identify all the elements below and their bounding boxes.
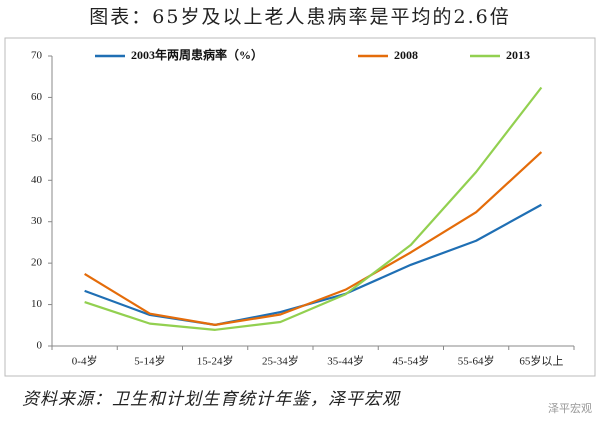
y-tick-label: 0 bbox=[37, 340, 43, 352]
y-tick-label: 10 bbox=[31, 298, 43, 310]
x-tick-label: 65岁以上 bbox=[519, 354, 563, 368]
source: 资料来源：卫生和计划生育统计年鉴，泽平宏观 bbox=[22, 390, 401, 410]
watermark: 泽平宏观 bbox=[548, 401, 592, 415]
y-tick-label: 40 bbox=[31, 174, 43, 186]
legend-label: 2013 bbox=[506, 48, 530, 62]
chart-title: 图表：65岁及以上老人患病率是平均的2.6倍 bbox=[89, 6, 510, 28]
y-tick-label: 60 bbox=[31, 91, 43, 103]
x-tick-label: 45-54岁 bbox=[393, 354, 430, 368]
chart-frame bbox=[4, 37, 596, 377]
x-tick-label: 35-44岁 bbox=[327, 354, 364, 368]
x-tick-label: 25-34岁 bbox=[262, 354, 299, 368]
legend-label: 2008 bbox=[394, 48, 418, 62]
y-tick-label: 70 bbox=[31, 50, 43, 62]
x-tick-label: 5-14岁 bbox=[134, 354, 165, 368]
x-tick-label: 15-24岁 bbox=[197, 354, 234, 368]
x-tick-label: 55-64岁 bbox=[458, 354, 495, 368]
legend-label: 2003年两周患病率（%） bbox=[131, 47, 263, 62]
series-line bbox=[84, 151, 543, 326]
y-tick-label: 30 bbox=[31, 215, 43, 227]
x-tick-label: 0-4岁 bbox=[72, 354, 98, 368]
series-line bbox=[84, 86, 543, 331]
y-tick-label: 20 bbox=[31, 257, 43, 269]
series-line bbox=[84, 203, 542, 326]
y-tick-label: 50 bbox=[31, 132, 43, 144]
